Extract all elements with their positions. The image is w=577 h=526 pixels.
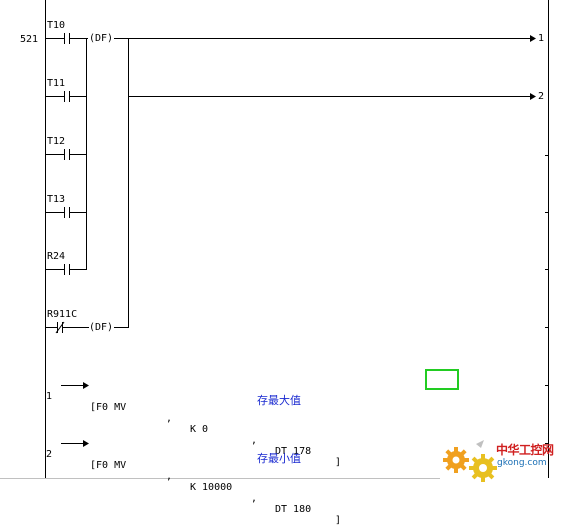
jump-label: 2 <box>46 449 53 460</box>
jump-arrow-1 <box>530 35 536 42</box>
opcode: [F0 MV <box>90 402 127 413</box>
opcode: [F0 MV <box>90 460 127 471</box>
dest-operand: DT 180 <box>275 504 312 515</box>
ladder-diagram <box>0 0 549 479</box>
separator: , <box>251 435 258 446</box>
source-operand: K 10000 <box>190 482 233 493</box>
source-operand: K 0 <box>190 424 209 435</box>
jump-arrow-2 <box>530 93 536 100</box>
separator: , <box>251 493 258 504</box>
gear-icon <box>443 440 497 482</box>
jump-label: 1 <box>46 391 53 402</box>
contact-label-T11[interactable]: T11 <box>47 78 66 89</box>
contact-T11 <box>45 91 87 102</box>
close-bracket: ] <box>335 515 342 526</box>
separator: , <box>166 413 173 424</box>
df-instruction-2[interactable]: (DF) <box>89 322 114 333</box>
close-bracket: ] <box>335 457 342 468</box>
operand-comment-1: 存最大值 <box>257 394 301 407</box>
jump-output-2[interactable]: 2 <box>538 91 545 102</box>
selection-cursor[interactable] <box>425 369 459 390</box>
inst1-arrowhead <box>83 382 89 389</box>
contact-label-T13[interactable]: T13 <box>47 194 66 205</box>
df-instruction-1[interactable]: (DF) <box>89 33 114 44</box>
contact-label-T10[interactable]: T10 <box>47 20 66 31</box>
contact-label-R911C[interactable]: R911C <box>47 309 78 320</box>
watermark-url: gkong.com <box>497 458 547 468</box>
step-number: 521 <box>20 34 39 45</box>
contact-label-R24[interactable]: R24 <box>47 251 66 262</box>
operand-comment-2: 存最小值 <box>257 452 301 465</box>
watermark-chinese-text: 中华工控网 <box>496 443 554 457</box>
contact-T13 <box>45 207 87 218</box>
gkong-watermark: 中华工控网 gkong.com <box>440 438 577 490</box>
inst2-arrowhead <box>83 440 89 447</box>
contact-label-T12[interactable]: T12 <box>47 136 66 147</box>
jump-output-1[interactable]: 1 <box>538 33 545 44</box>
contact-R24 <box>45 264 87 275</box>
dest-operand: DT 178 <box>275 446 312 457</box>
contact-T12 <box>45 149 87 160</box>
contact-T10 <box>45 33 88 44</box>
instruction-row-1[interactable]: 1 [F0 MV , K 0 , DT 178 ] <box>0 380 577 468</box>
contact-R911C <box>45 321 89 334</box>
separator: , <box>166 471 173 482</box>
right-rail-ticks <box>545 155 548 444</box>
